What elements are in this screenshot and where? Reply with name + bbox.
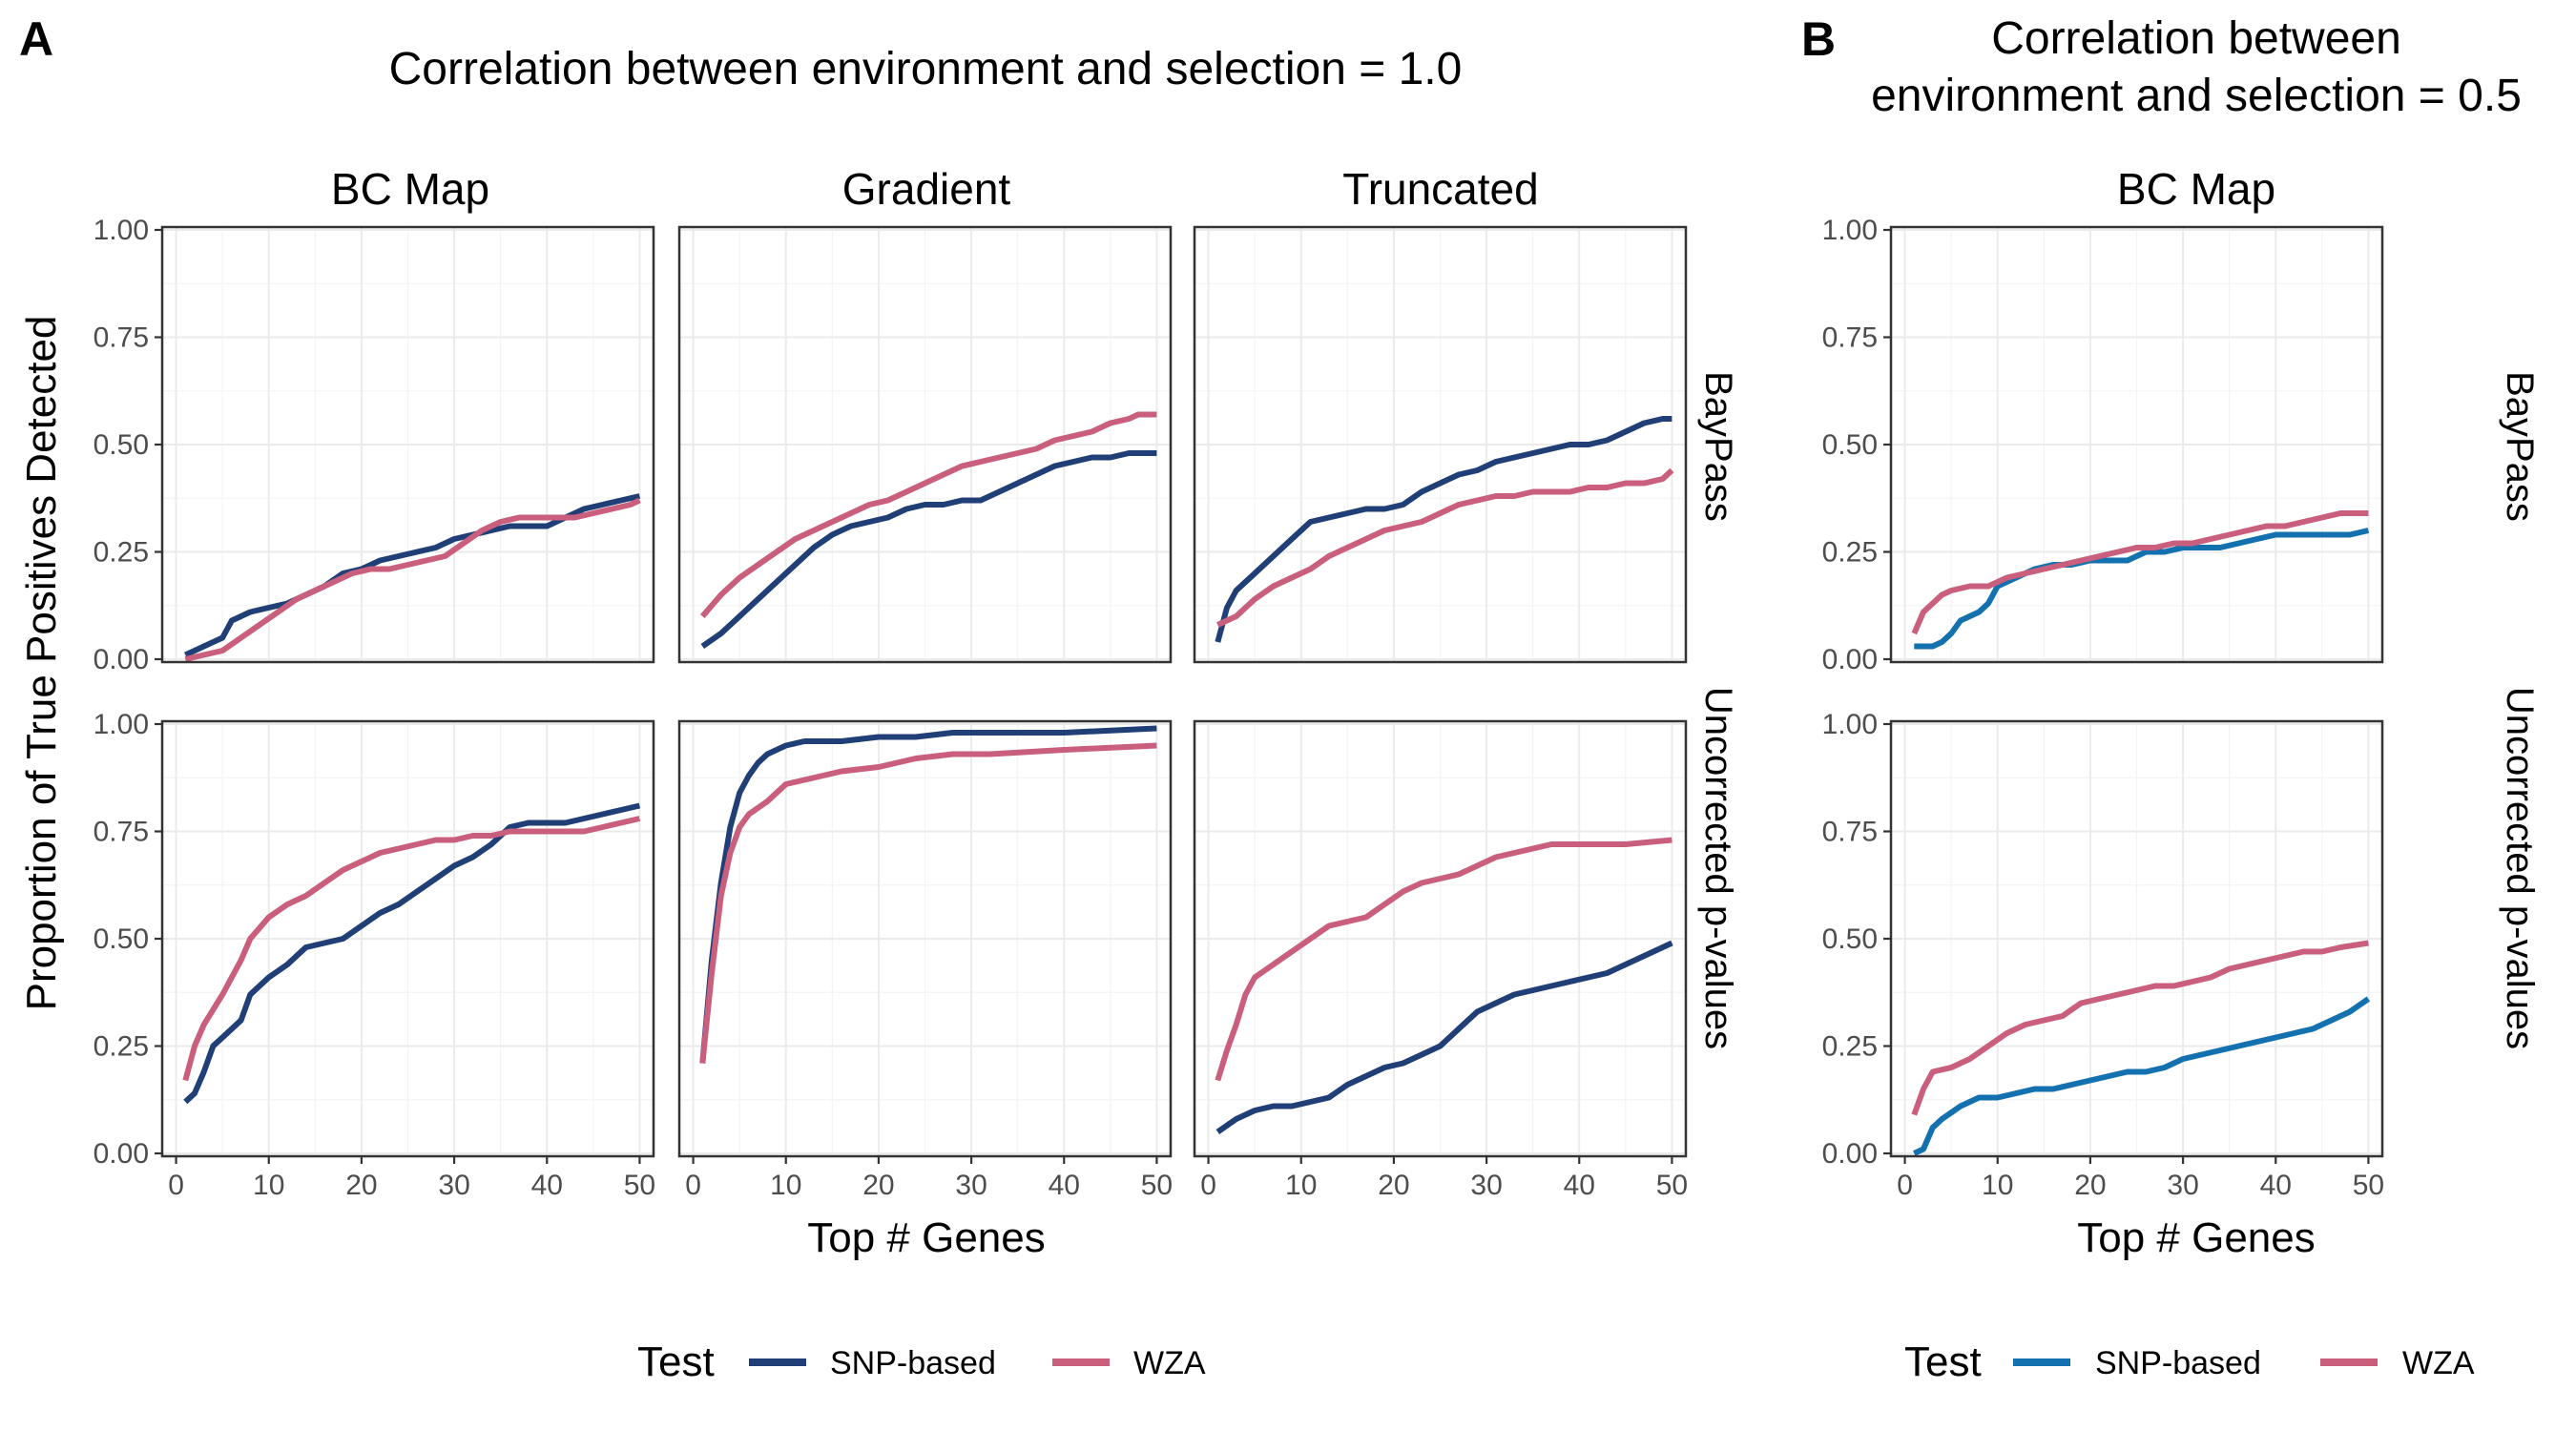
row-strip-uncorrected-b: Uncorrected p-values [2499, 687, 2541, 1049]
legend-b-label-snp: SNP-based [2095, 1345, 2261, 1381]
x-tick-label: 10 [253, 1170, 284, 1201]
y-axis-title: Proportion of True Positives Detected [18, 316, 65, 1011]
series-line-wza [699, 742, 1157, 1064]
series-line-wza [1911, 510, 2369, 635]
series-line-snp-based [700, 450, 1157, 649]
legend-a-label-snp: SNP-based [830, 1345, 996, 1381]
series-line-wza [184, 497, 641, 662]
row-strip-baypass-a: BayPass [1697, 371, 1739, 522]
panel-b-title-line-2: environment and selection = 0.5 [1871, 71, 2522, 121]
panel-letter-a: A [19, 12, 53, 66]
y-tick-label: 1.00 [93, 709, 149, 740]
facet-b-bc-map-uncorrected-p-values: 0.00 0.25 0.50 0.75 1.00 0 10 20 30 40 50 [1822, 709, 2385, 1201]
x-tick-label: 30 [2167, 1170, 2198, 1201]
y-tick-label: 0.50 [93, 429, 149, 461]
x-tick-label: 0 [168, 1170, 184, 1201]
x-axis-title-a: Top # Genes [807, 1214, 1046, 1261]
column-strip-bc-map-b: BC Map [2117, 164, 2275, 214]
y-tick-label: 0.75 [93, 817, 149, 848]
legend-a-label-wza: WZA [1133, 1345, 1206, 1381]
y-tick-label: 0.50 [1822, 923, 1878, 955]
y-tick-label: 0.75 [1822, 817, 1878, 848]
y-tick-label: 1.00 [1822, 215, 1878, 246]
y-tick-label: 0.25 [1822, 537, 1878, 569]
row-strip-uncorrected-a: Uncorrected p-values [1697, 687, 1739, 1049]
x-tick-label: 10 [770, 1170, 801, 1201]
x-tick-label: 10 [1285, 1170, 1317, 1201]
x-tick-label: 0 [1897, 1170, 1913, 1201]
x-tick-label: 10 [1982, 1170, 2013, 1201]
y-tick-label: 0.25 [93, 537, 149, 569]
x-tick-label: 40 [1049, 1170, 1080, 1201]
series-line-snp-based [699, 725, 1157, 1064]
x-tick-label: 40 [2260, 1170, 2292, 1201]
facet-a-gradient-uncorrected-p-values: 0 10 20 30 40 50 [677, 719, 1173, 1201]
legend-b-title: Test [1904, 1338, 1982, 1385]
legend-a: Test SNP-based WZA [637, 1338, 1206, 1385]
x-tick-label: 40 [531, 1170, 563, 1201]
series-line-snp-based [183, 802, 641, 1105]
legend-a-title: Test [637, 1338, 715, 1385]
x-tick-label: 20 [1378, 1170, 1409, 1201]
x-tick-label: 40 [1564, 1170, 1595, 1201]
column-strip-truncated: Truncated [1342, 164, 1538, 214]
y-tick-label: 0.00 [1822, 644, 1878, 675]
y-tick-label: 0.50 [93, 923, 149, 955]
column-strip-bc-map: BC Map [331, 164, 489, 214]
panel-frame [677, 225, 1173, 664]
x-axis-title-b: Top # Genes [2077, 1214, 2316, 1261]
series-line-snp-based [1215, 940, 1673, 1134]
x-tick-label: 50 [2353, 1170, 2384, 1201]
x-tick-label: 20 [345, 1170, 377, 1201]
panel-a-title: Correlation between environment and sele… [389, 44, 1463, 94]
y-tick-label: 0.25 [1822, 1031, 1878, 1063]
panel-frame [1193, 719, 1688, 1158]
panel-frame [1193, 225, 1688, 664]
panel-letter-b: B [1801, 12, 1836, 66]
panel-b-title-line-1: Correlation between [1991, 13, 2401, 64]
y-tick-label: 0.75 [1822, 322, 1878, 354]
series-line-wza [1215, 837, 1672, 1082]
x-tick-label: 50 [624, 1170, 655, 1201]
x-tick-label: 30 [955, 1170, 987, 1201]
x-tick-label: 50 [1656, 1170, 1688, 1201]
x-tick-label: 20 [2074, 1170, 2106, 1201]
column-strip-gradient: Gradient [842, 164, 1011, 214]
facet-a-bc-map-uncorrected-p-values: 0.00 0.25 0.50 0.75 1.00 0 10 20 30 40 50 [93, 709, 656, 1201]
facet-a-truncated-baypass [1193, 225, 1688, 664]
legend-b-label-wza: WZA [2402, 1345, 2475, 1381]
series-line-wza [1911, 940, 2369, 1116]
series-line-wza [700, 411, 1157, 618]
x-tick-label: 50 [1141, 1170, 1173, 1201]
x-tick-label: 30 [438, 1170, 469, 1201]
facet-a-bc-map-baypass: 0.00 0.25 0.50 0.75 1.00 [93, 215, 655, 675]
facet-panels: 0.00 0.25 0.50 0.75 1.00 0.00 0.25 0.50 0.75 1.00… [93, 215, 2385, 1201]
y-tick-label: 1.00 [93, 215, 149, 246]
y-tick-label: 0.00 [93, 1138, 149, 1170]
facet-a-truncated-uncorrected-p-values: 0 10 20 30 40 50 [1193, 719, 1688, 1201]
series-line-snp-based [1913, 996, 2371, 1156]
facet-b-bc-map-baypass: 0.00 0.25 0.50 0.75 1.00 [1822, 215, 2384, 675]
facet-a-gradient-baypass [677, 225, 1173, 664]
row-strip-baypass-b: BayPass [2499, 371, 2541, 522]
x-tick-label: 20 [862, 1170, 894, 1201]
y-tick-label: 0.25 [93, 1031, 149, 1063]
y-tick-label: 0.00 [1822, 1138, 1878, 1170]
legend-b: Test SNP-based WZA [1904, 1338, 2475, 1385]
panel-frame [677, 719, 1173, 1158]
y-tick-label: 1.00 [1822, 709, 1878, 740]
x-tick-label: 30 [1470, 1170, 1502, 1201]
x-tick-label: 0 [685, 1170, 701, 1201]
x-tick-label: 0 [1200, 1170, 1216, 1201]
series-line-snp-based [1215, 416, 1672, 643]
y-tick-label: 0.00 [93, 644, 149, 675]
series-line-wza [182, 816, 641, 1082]
series-line-wza [1216, 467, 1674, 628]
y-tick-label: 0.75 [93, 322, 149, 354]
y-tick-label: 0.50 [1822, 429, 1878, 461]
